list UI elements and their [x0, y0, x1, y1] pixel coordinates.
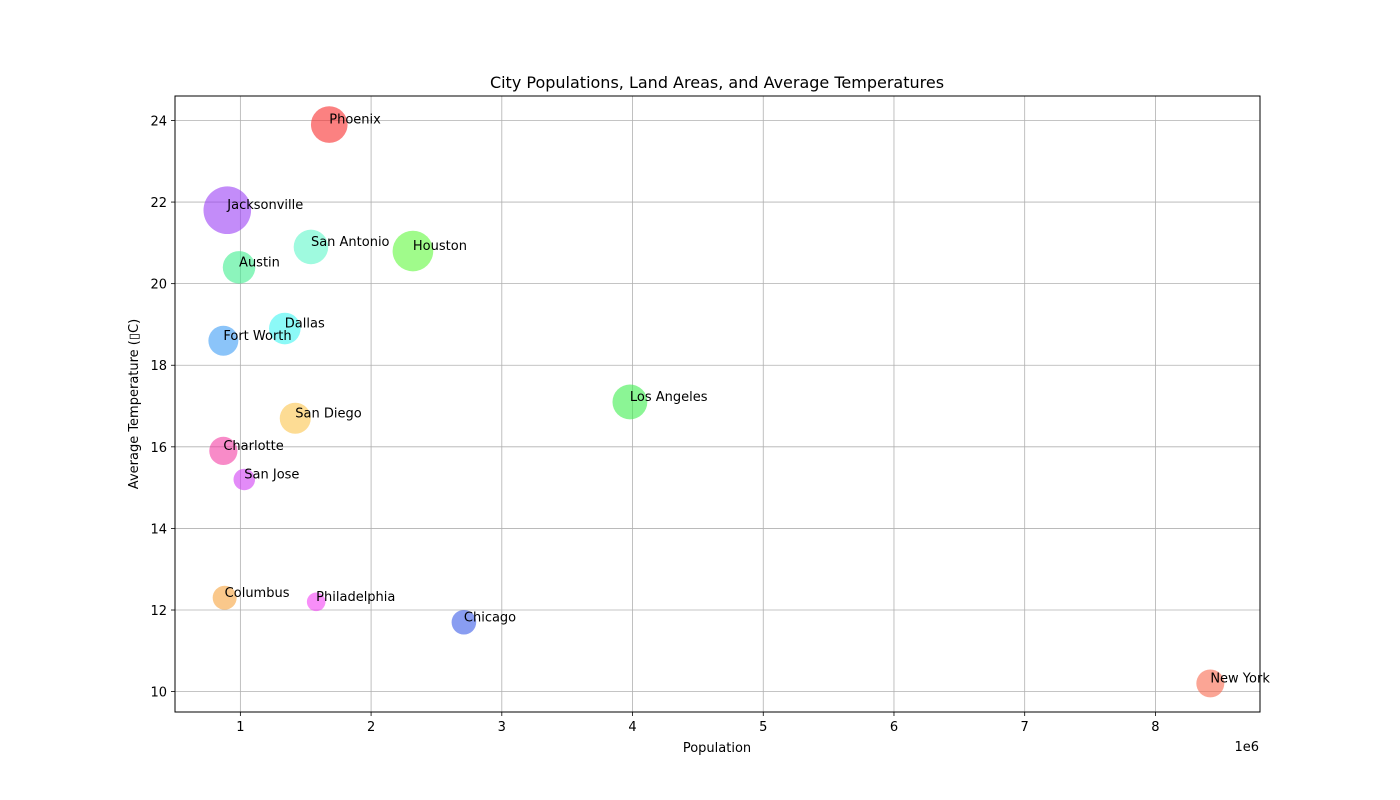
data-point — [306, 592, 326, 612]
y-tick-label: 12 — [150, 604, 167, 619]
point-label: Columbus — [225, 586, 290, 601]
data-points — [203, 106, 1225, 698]
y-tick-label: 18 — [150, 359, 167, 374]
data-point — [392, 230, 434, 272]
point-label: San Antonio — [311, 235, 390, 250]
data-point — [293, 229, 329, 265]
point-label: Charlotte — [223, 439, 283, 454]
data-point — [208, 325, 239, 356]
point-label: Jacksonville — [226, 198, 303, 213]
data-point — [1196, 669, 1225, 698]
point-label: Chicago — [464, 610, 516, 625]
y-tick-label: 14 — [150, 522, 167, 537]
data-point — [269, 312, 301, 345]
x-tick-label: 5 — [759, 720, 767, 735]
chart-title: City Populations, Land Areas, and Averag… — [490, 73, 944, 92]
point-label: Austin — [239, 255, 280, 270]
point-label: Phoenix — [329, 113, 381, 128]
data-point — [451, 609, 477, 635]
x-axis-offset-label: 1e6 — [1234, 740, 1259, 755]
x-tick-label: 1 — [236, 720, 244, 735]
x-tick-label: 2 — [367, 720, 375, 735]
x-tick-label: 6 — [890, 720, 898, 735]
point-label: San Jose — [244, 467, 299, 482]
data-point — [209, 436, 238, 466]
point-label: Houston — [413, 239, 467, 254]
data-point — [212, 585, 237, 610]
x-tick-label: 7 — [1021, 720, 1029, 735]
data-point — [279, 402, 311, 434]
point-labels: New York Los Angeles Chicago Houston Phoenix… — [223, 113, 1270, 687]
data-point — [310, 106, 348, 143]
point-label: New York — [1210, 671, 1270, 686]
y-tick-label: 22 — [150, 196, 167, 211]
x-tick-label: 4 — [628, 720, 636, 735]
y-tick-label: 20 — [150, 278, 167, 293]
point-label: San Diego — [295, 406, 361, 421]
point-label: Fort Worth — [223, 329, 291, 344]
y-tick-label: 24 — [150, 114, 167, 129]
x-tick-label: 8 — [1151, 720, 1159, 735]
point-label: Philadelphia — [316, 590, 395, 605]
x-axis-title: Population — [683, 741, 751, 756]
data-point — [612, 384, 648, 420]
y-tick-label: 16 — [150, 441, 167, 456]
data-point — [203, 186, 252, 235]
y-axis-title: Average Temperature (▯C) — [127, 319, 142, 489]
data-point — [222, 251, 256, 284]
plot-frame — [174, 95, 1261, 713]
data-point — [233, 468, 256, 491]
point-label: Los Angeles — [630, 390, 708, 405]
y-tick-label: 10 — [150, 686, 167, 701]
x-tick-label: 3 — [498, 720, 506, 735]
grid — [175, 96, 1260, 712]
point-label: Dallas — [285, 317, 325, 332]
